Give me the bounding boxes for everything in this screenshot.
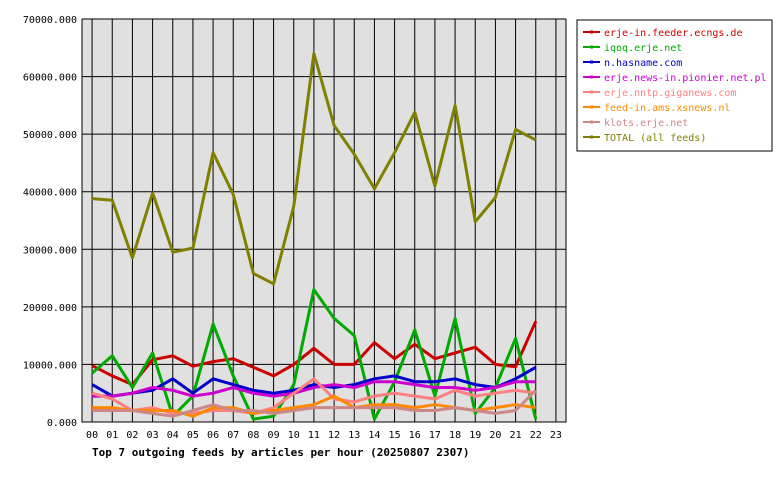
x-tick-label: 23 bbox=[550, 430, 562, 441]
y-tick-label: 20000.000 bbox=[23, 303, 77, 314]
x-tick-label: 21 bbox=[510, 430, 522, 441]
legend-label: klots.erje.net bbox=[604, 118, 688, 129]
x-tick-label: 19 bbox=[469, 430, 481, 441]
legend-label: iqoq.erje.net bbox=[604, 43, 682, 54]
x-axis-tick-labels: 00 01 02 03 04 05 06 07 08 09 10 11 12 13 14 15 16 17 18 19… bbox=[86, 430, 562, 441]
chart-title: Top 7 outgoing feeds by articles per hou… bbox=[92, 446, 470, 459]
x-tick-label: 16 bbox=[409, 430, 421, 441]
legend-label: erje.nntp.giganews.com bbox=[604, 88, 736, 99]
legend-label: n.hasname.com bbox=[604, 58, 682, 69]
series-line-7 bbox=[91, 52, 537, 286]
x-tick-label: 04 bbox=[167, 430, 179, 441]
legend-marker bbox=[590, 45, 593, 49]
x-tick-label: 20 bbox=[489, 430, 501, 441]
legend-marker bbox=[590, 105, 593, 109]
x-tick-label: 18 bbox=[449, 430, 461, 441]
legend-label: TOTAL (all feeds) bbox=[604, 133, 706, 144]
x-tick-label: 07 bbox=[227, 430, 239, 441]
x-tick-label: 15 bbox=[389, 430, 401, 441]
x-tick-label: 17 bbox=[429, 430, 441, 441]
x-tick-label: 12 bbox=[328, 430, 340, 441]
legend-marker bbox=[590, 75, 593, 79]
x-tick-label: 22 bbox=[530, 430, 542, 441]
y-tick-label: 40000.000 bbox=[23, 188, 77, 199]
y-tick-label: 70000.000 bbox=[23, 15, 77, 26]
x-tick-label: 09 bbox=[268, 430, 280, 441]
legend-label: feed-in.ams.xsnews.nl bbox=[604, 103, 730, 114]
x-tick-label: 01 bbox=[106, 430, 118, 441]
grid-lines bbox=[82, 18, 566, 423]
legend-marker bbox=[590, 120, 593, 124]
x-tick-label: 13 bbox=[348, 430, 360, 441]
series-line-2 bbox=[91, 365, 537, 398]
legend-marker bbox=[590, 135, 593, 139]
x-tick-label: 14 bbox=[368, 430, 380, 441]
x-tick-label: 00 bbox=[86, 430, 98, 441]
legend-marker bbox=[590, 30, 593, 34]
series-line-6 bbox=[92, 389, 537, 418]
x-tick-label: 02 bbox=[126, 430, 138, 441]
y-tick-label: 10000.000 bbox=[23, 360, 77, 371]
y-axis-tick-labels: 0.000 10000.000 20000.000 30000.000 40000.00… bbox=[23, 15, 77, 429]
legend: erje-in.feeder.ecngs.de iqoq.erje.net n.ha… bbox=[576, 19, 773, 152]
y-tick-label: 50000.000 bbox=[23, 130, 77, 141]
series-lines bbox=[91, 52, 538, 421]
series-line-1 bbox=[91, 288, 538, 421]
legend-label: erje.news-in.pionier.net.pl bbox=[604, 73, 767, 84]
legend-marker bbox=[590, 90, 593, 94]
series-line-3 bbox=[92, 380, 536, 398]
x-tick-label: 10 bbox=[288, 430, 300, 441]
x-tick-label: 03 bbox=[147, 430, 159, 441]
x-tick-label: 11 bbox=[308, 430, 320, 441]
x-tick-label: 05 bbox=[187, 430, 199, 441]
x-tick-label: 08 bbox=[247, 430, 259, 441]
y-tick-label: 60000.000 bbox=[23, 73, 77, 84]
legend-marker bbox=[590, 60, 593, 64]
legend-box bbox=[576, 19, 773, 152]
y-tick-label: 0.000 bbox=[47, 418, 77, 429]
y-tick-label: 30000.000 bbox=[23, 245, 77, 256]
legend-label: erje-in.feeder.ecngs.de bbox=[604, 28, 742, 39]
x-tick-label: 06 bbox=[207, 430, 219, 441]
